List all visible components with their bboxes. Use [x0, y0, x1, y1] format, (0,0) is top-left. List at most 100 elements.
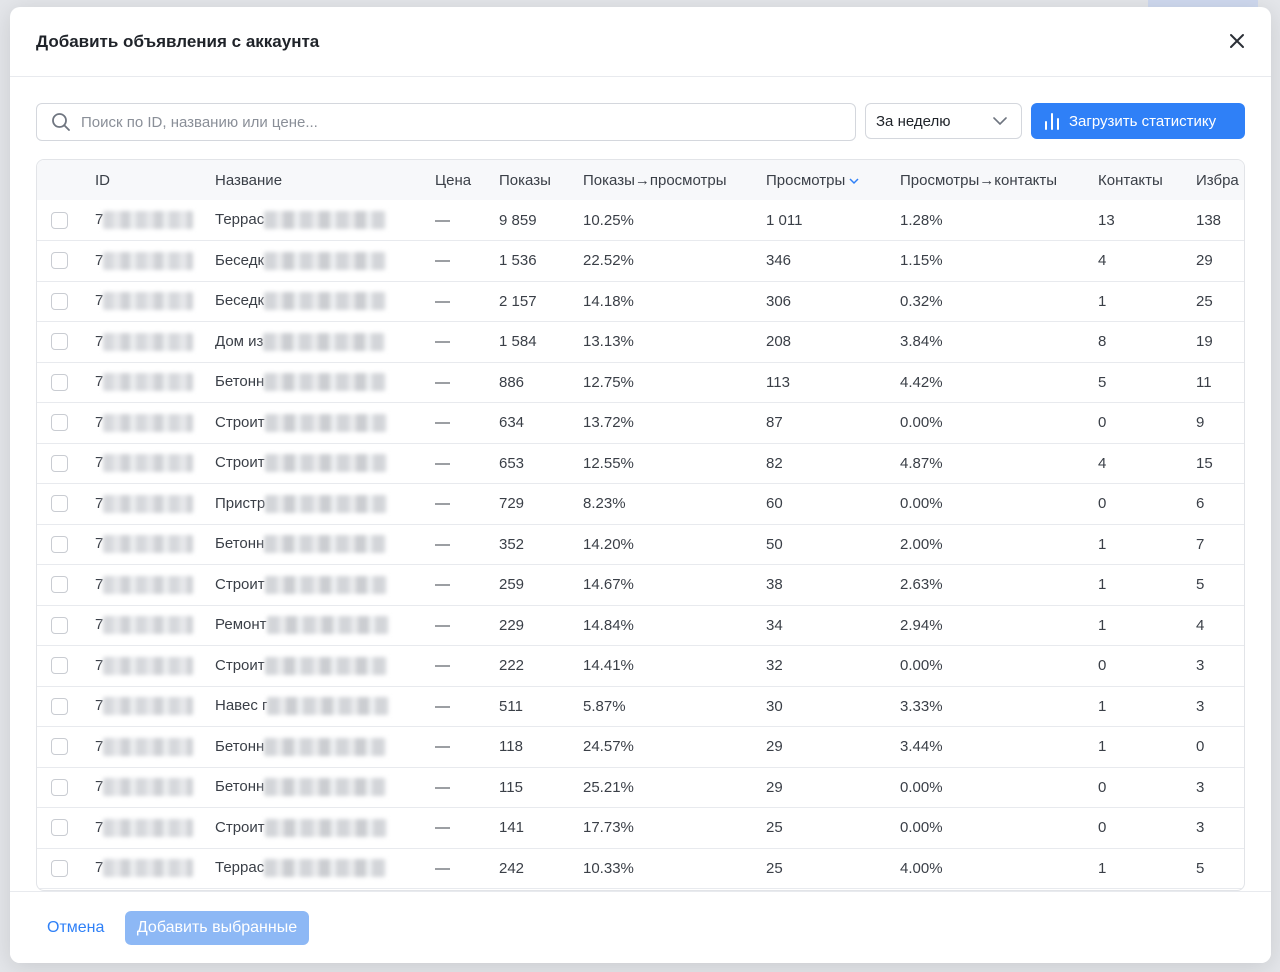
header-favorites[interactable]: Избра	[1196, 171, 1239, 189]
row-impressions: 1 536	[499, 252, 537, 270]
add-listings-modal: Добавить объявления с аккаунта За неделю	[10, 7, 1271, 963]
row-favorites: 3	[1196, 697, 1205, 715]
row-checkbox[interactable]	[37, 241, 95, 282]
row-select-checkbox[interactable]	[51, 697, 68, 715]
row-select-checkbox[interactable]	[51, 292, 68, 310]
row-select-checkbox[interactable]	[51, 859, 68, 877]
row-id: 7	[95, 403, 215, 444]
row-name: Дом из	[215, 322, 435, 363]
row-id-visible: 7	[95, 454, 104, 472]
row-ctr: 14.41%	[583, 657, 634, 675]
row-select-checkbox[interactable]	[51, 535, 68, 553]
row-id-visible: 7	[95, 859, 104, 877]
table-row[interactable]: 7 Строит — 259 14.67% 38 2.63% 1 5	[37, 565, 1244, 606]
row-price: —	[435, 819, 450, 837]
header-contacts[interactable]: Контакты	[1098, 171, 1163, 189]
header-ctr[interactable]: Показы→просмотры	[583, 171, 727, 189]
row-checkbox[interactable]	[37, 808, 95, 849]
close-icon	[1230, 34, 1244, 48]
table-row[interactable]: 7 Террас — 9 859 10.25% 1 011 1.28% 13 138	[37, 200, 1244, 241]
row-ctr: 25.21%	[583, 778, 634, 796]
redacted-name	[263, 332, 386, 351]
row-checkbox[interactable]	[37, 281, 95, 322]
table-row[interactable]: 7 Бетонн — 118 24.57% 29 3.44% 1 0	[37, 727, 1244, 768]
row-select-checkbox[interactable]	[51, 576, 68, 594]
redacted-id	[103, 211, 194, 230]
row-select-checkbox[interactable]	[51, 333, 68, 351]
table-row[interactable]: 7 Беседк — 2 157 14.18% 306 0.32% 1 25	[37, 281, 1244, 322]
row-checkbox[interactable]	[37, 767, 95, 808]
table-row[interactable]: 7 Бетонн — 352 14.20% 50 2.00% 1 7	[37, 524, 1244, 565]
row-view-conv: 3.44%	[900, 738, 943, 756]
row-contacts: 4	[1098, 252, 1107, 270]
row-select-checkbox[interactable]	[51, 778, 68, 796]
search-input[interactable]	[81, 107, 841, 137]
row-checkbox[interactable]	[37, 646, 95, 687]
row-impressions: 352	[499, 535, 525, 553]
row-name: Строит	[215, 565, 435, 606]
redacted-id	[103, 494, 194, 513]
row-contacts: 0	[1098, 819, 1107, 837]
redacted-name	[264, 292, 387, 311]
row-select-checkbox[interactable]	[51, 616, 68, 634]
row-checkbox[interactable]	[37, 727, 95, 768]
add-selected-button[interactable]: Добавить выбранные	[125, 911, 309, 945]
row-price: —	[435, 697, 450, 715]
table-row[interactable]: 7 Террас — 242 10.33% 25 4.00% 1 5	[37, 848, 1244, 889]
row-checkbox[interactable]	[37, 200, 95, 241]
row-checkbox[interactable]	[37, 403, 95, 444]
row-select-checkbox[interactable]	[51, 454, 68, 472]
row-select-checkbox[interactable]	[51, 495, 68, 513]
row-select-checkbox[interactable]	[51, 252, 68, 270]
table-row[interactable]: 7 Навес г — 511 5.87% 30 3.33% 1 3	[37, 686, 1244, 727]
row-select-checkbox[interactable]	[51, 738, 68, 756]
row-contacts: 1	[1098, 738, 1107, 756]
listings-table[interactable]: ID Название Цена Показы Показы→просмотры…	[36, 159, 1245, 891]
row-select-checkbox[interactable]	[51, 657, 68, 675]
table-row[interactable]: 7 Строит — 222 14.41% 32 0.00% 0 3	[37, 646, 1244, 687]
close-button[interactable]	[1227, 31, 1247, 51]
row-checkbox[interactable]	[37, 484, 95, 525]
table-row[interactable]: 7 Ремонт — 229 14.84% 34 2.94% 1 4	[37, 605, 1244, 646]
row-checkbox[interactable]	[37, 565, 95, 606]
row-checkbox[interactable]	[37, 443, 95, 484]
row-view-conv: 2.63%	[900, 576, 943, 594]
table-row[interactable]: 7 Строит — 653 12.55% 82 4.87% 4 15	[37, 443, 1244, 484]
header-price[interactable]: Цена	[435, 171, 472, 189]
row-views: 1 011	[766, 211, 803, 229]
table-row[interactable]: 7 Бетонн — 886 12.75% 113 4.42% 5 11	[37, 362, 1244, 403]
row-select-checkbox[interactable]	[51, 211, 68, 229]
chevron-down-icon	[993, 117, 1007, 125]
table-row[interactable]: 7 Строит — 634 13.72% 87 0.00% 0 9	[37, 403, 1244, 444]
row-checkbox[interactable]	[37, 686, 95, 727]
row-contacts: 4	[1098, 454, 1107, 472]
redacted-name	[264, 251, 387, 270]
table-row[interactable]: 7 Дом из — 1 584 13.13% 208 3.84% 8 19	[37, 322, 1244, 363]
header-id[interactable]: ID	[95, 171, 110, 189]
row-checkbox[interactable]	[37, 848, 95, 889]
load-stats-button[interactable]: Загрузить статистику	[1031, 103, 1245, 139]
row-checkbox[interactable]	[37, 605, 95, 646]
row-name-visible: Бетонн	[215, 373, 265, 391]
row-checkbox[interactable]	[37, 524, 95, 565]
header-impressions[interactable]: Показы	[499, 171, 551, 189]
search-box[interactable]	[36, 103, 856, 141]
cancel-button[interactable]: Отмена	[47, 919, 105, 936]
row-checkbox[interactable]	[37, 322, 95, 363]
row-favorites: 29	[1196, 252, 1213, 270]
row-checkbox[interactable]	[37, 362, 95, 403]
row-select-checkbox[interactable]	[51, 414, 68, 432]
table-row[interactable]: 7 Строит — 141 17.73% 25 0.00% 0 3	[37, 808, 1244, 849]
row-select-checkbox[interactable]	[51, 819, 68, 837]
row-select-checkbox[interactable]	[51, 373, 68, 391]
table-row[interactable]: 7 Бетонн — 115 25.21% 29 0.00% 0 3	[37, 767, 1244, 808]
table-row[interactable]: 7 Пристр — 729 8.23% 60 0.00% 0 6	[37, 484, 1244, 525]
header-name[interactable]: Название	[215, 171, 283, 189]
row-favorites: 11	[1196, 373, 1212, 391]
header-views[interactable]: Просмотры	[766, 160, 900, 200]
period-select[interactable]: За неделю	[865, 103, 1022, 139]
table-row[interactable]: 7 Беседк — 1 536 22.52% 346 1.15% 4 29	[37, 241, 1244, 282]
row-id: 7	[95, 281, 215, 322]
row-contacts: 1	[1098, 616, 1107, 634]
header-view-conv[interactable]: Просмотры→контакты	[900, 171, 1058, 189]
